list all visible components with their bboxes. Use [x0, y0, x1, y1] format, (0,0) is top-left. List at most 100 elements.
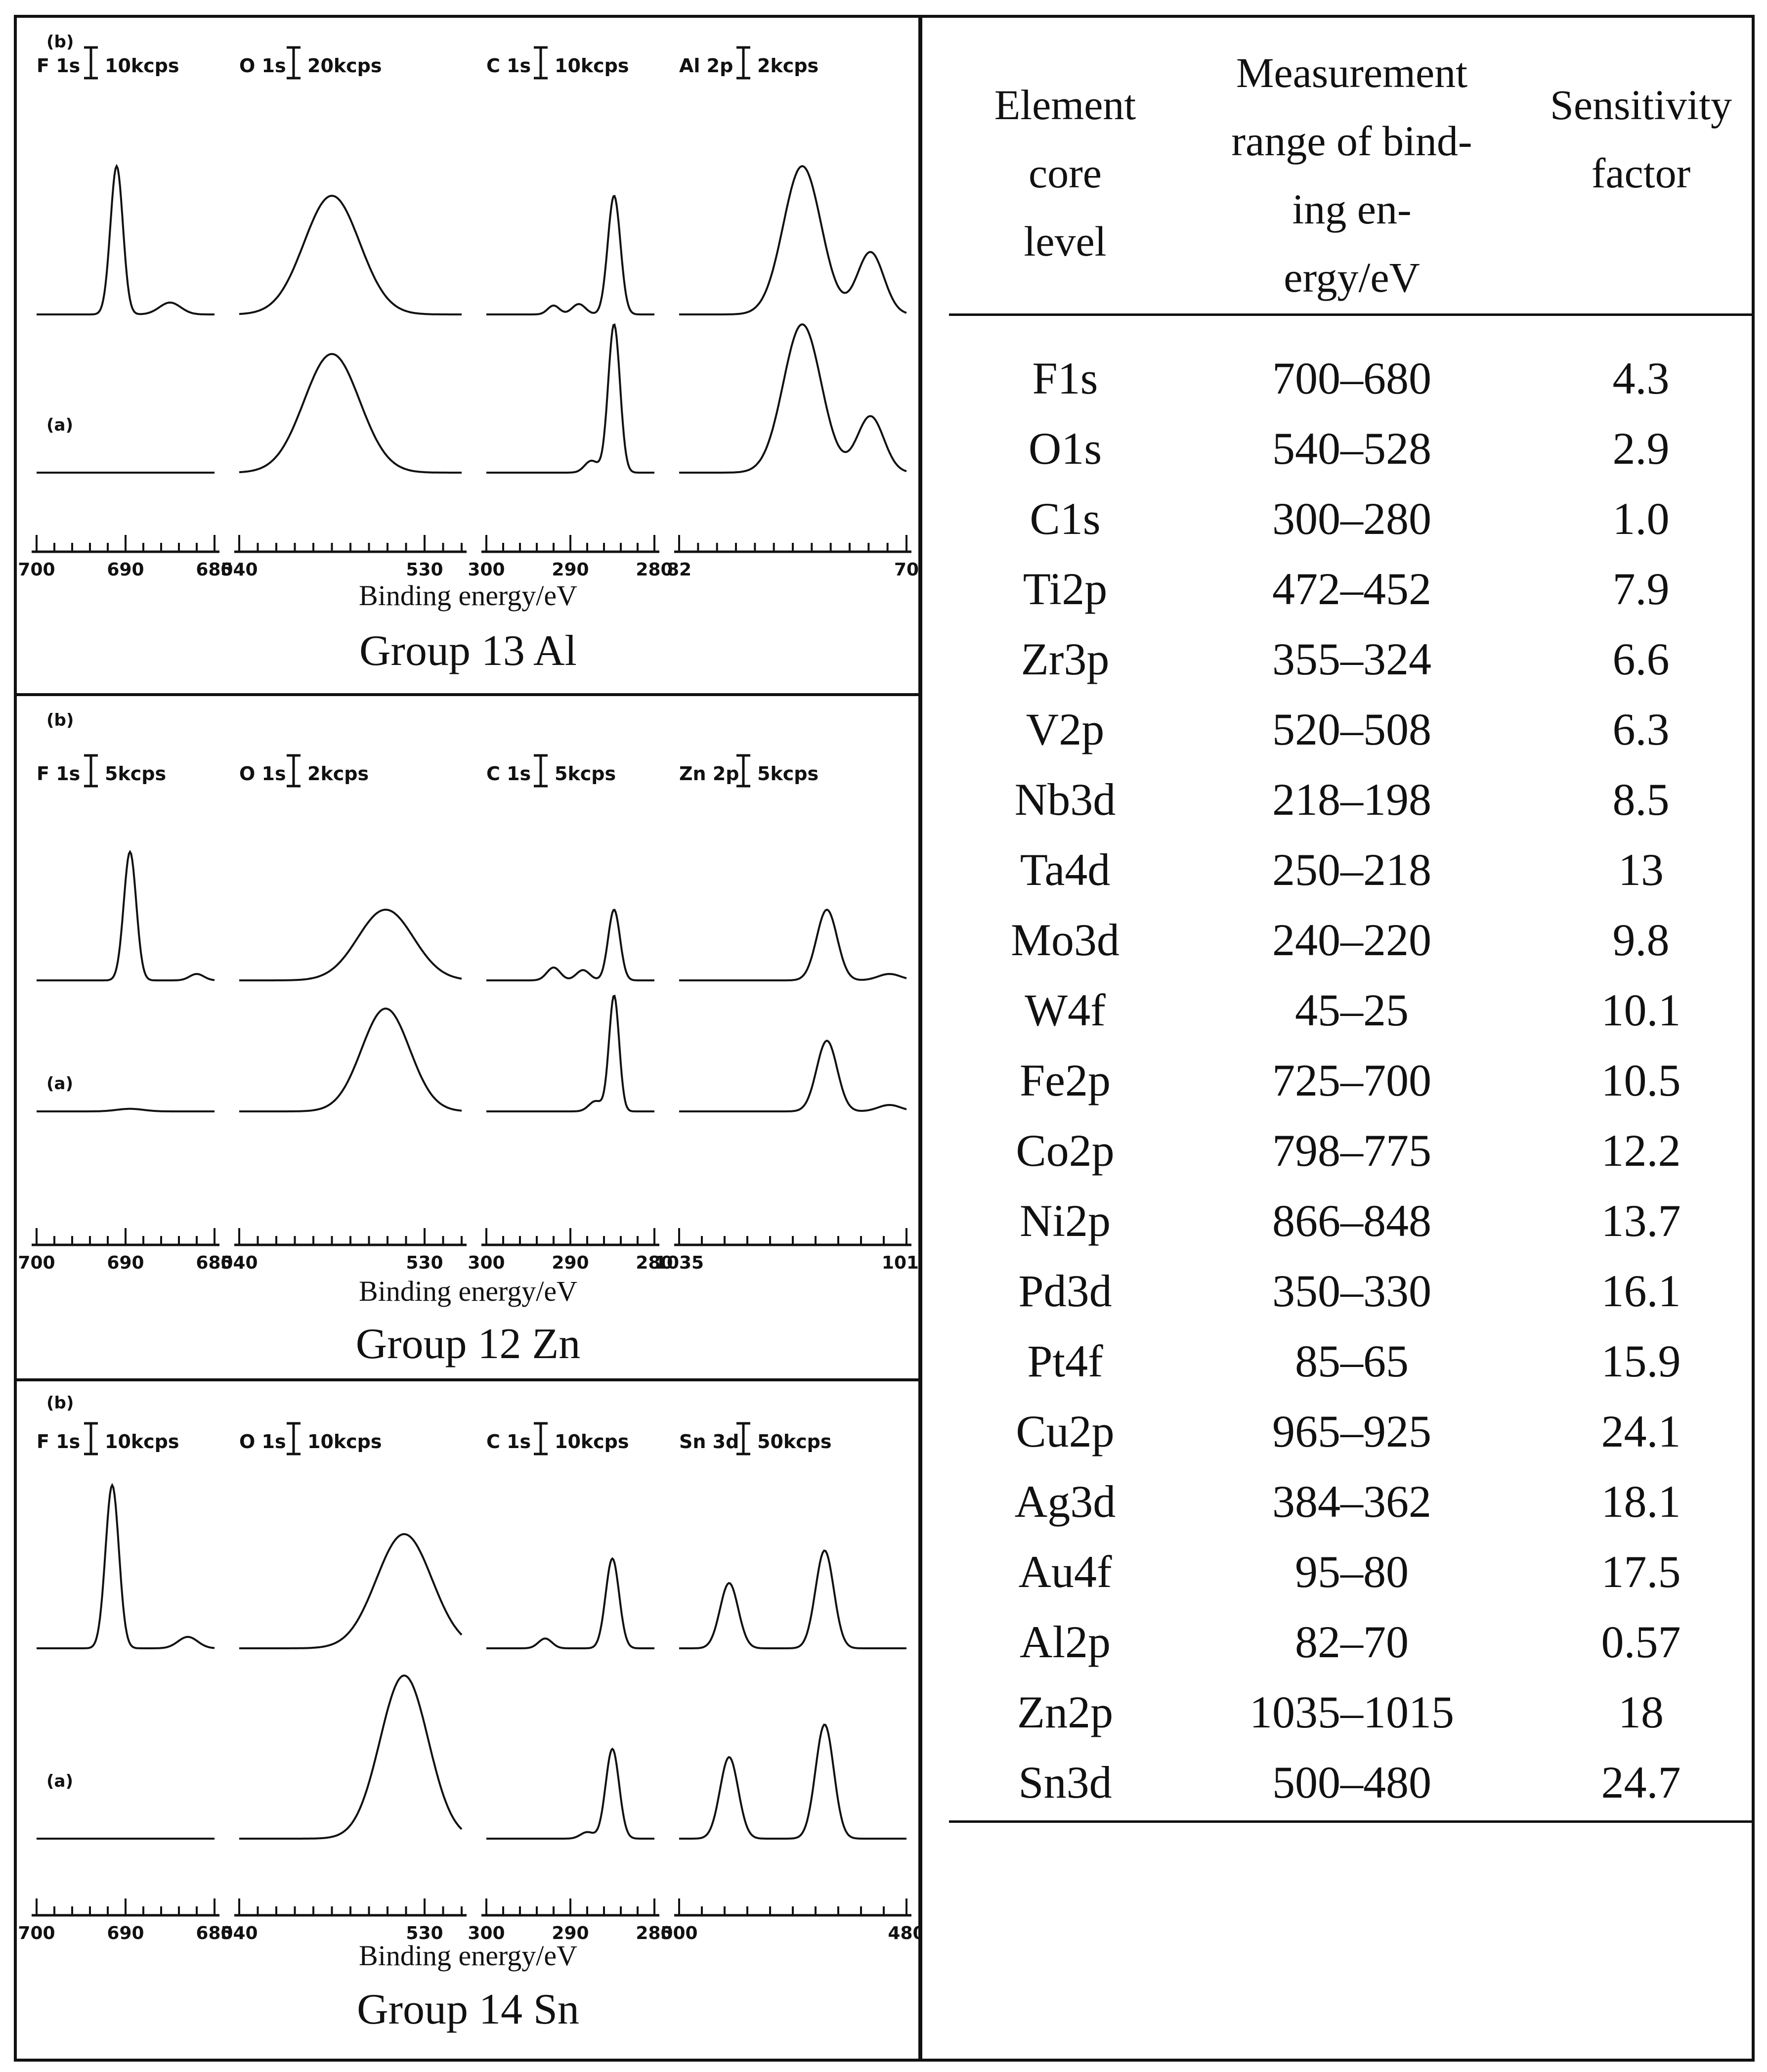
- column-header-line: core: [1029, 149, 1102, 197]
- spectrum-b-al2p: [679, 165, 907, 315]
- scale-label: 10kcps: [105, 55, 179, 77]
- scale-label: 10kcps: [555, 1431, 629, 1453]
- x-tick-label: 1035: [654, 1253, 704, 1273]
- element-label: F 1s: [37, 1431, 80, 1453]
- group-14-sn-chart: (b) (a) F 1s 10kcps 700 690 680 O 1s 10kcps 540 53…: [17, 1381, 919, 2059]
- spectrum-b-f1s: [37, 849, 215, 981]
- x-tick-label: 290: [552, 1923, 589, 1943]
- xps-plot-0: (b) (a) F 1s 10kcps 700 690 680 O 1s 20kcps 540 53…: [18, 32, 919, 580]
- x-tick-label: 530: [406, 1923, 443, 1943]
- spectrum-b-f1s: [37, 1483, 215, 1649]
- x-tick-label: 690: [107, 1923, 144, 1943]
- x-tick-label: 680: [196, 560, 233, 580]
- x-tick-label: 700: [18, 1253, 55, 1273]
- spectrum-a-o1s: [239, 1675, 463, 1840]
- table-frame: [918, 15, 1755, 2062]
- cell-element: Sn3d: [1018, 1757, 1112, 1807]
- spectrum-a-o1s: [239, 353, 462, 474]
- element-label: O 1s: [239, 1431, 286, 1453]
- bottom-rule: [949, 1820, 1755, 1823]
- element-label: Zn 2p: [679, 763, 739, 785]
- spectrum-a-zn2p: [679, 1039, 907, 1112]
- x-tick-label: 540: [220, 560, 258, 580]
- scale-label: 10kcps: [105, 1431, 179, 1453]
- x-tick-label: 530: [406, 560, 443, 580]
- cell-element: W4f: [1025, 985, 1106, 1035]
- cell-sensitivity: 10.5: [1601, 1055, 1681, 1105]
- cell-element: Pt4f: [1027, 1336, 1103, 1386]
- scale-label: 10kcps: [555, 55, 629, 77]
- series-label-b: (b): [46, 32, 74, 52]
- spectrum-b-o1s: [239, 1533, 463, 1649]
- cell-element: F1s: [1032, 353, 1098, 403]
- column-header-line: level: [1024, 218, 1107, 265]
- x-tick-label: 280: [636, 1253, 673, 1273]
- cell-element: Pd3d: [1018, 1266, 1112, 1316]
- spectrum-b-c1s: [486, 195, 654, 315]
- spectrum-a-c1s: [486, 1747, 654, 1840]
- cell-sensitivity: 24.1: [1601, 1406, 1681, 1456]
- column-header-line: Element: [994, 81, 1136, 129]
- series-label-b: (b): [46, 1393, 74, 1413]
- cell-energy-range: 45–25: [1295, 985, 1409, 1035]
- cell-element: Zn2p: [1017, 1687, 1114, 1737]
- spectrum-b-f1s: [37, 164, 215, 315]
- x-tick-label: 540: [220, 1923, 258, 1943]
- x-tick-label: 530: [406, 1253, 443, 1273]
- sensitivity-table: Element core level Measurement range of bind…: [919, 18, 1755, 2055]
- x-tick-label: 690: [107, 560, 144, 580]
- series-label-a: (a): [46, 1074, 73, 1094]
- spectrum-a-c1s: [486, 323, 654, 474]
- spectrum-b-c1s: [486, 909, 654, 981]
- x-tick-label: 70: [894, 560, 919, 580]
- scale-label: 50kcps: [757, 1431, 832, 1453]
- cell-sensitivity: 16.1: [1601, 1266, 1681, 1316]
- x-axis-title: Binding energy/eV: [359, 1940, 577, 1972]
- cell-element: Ti2p: [1023, 564, 1108, 614]
- group-12-zn-chart: (b) (a) F 1s 5kcps 700 690 680 O 1s 2kcps 540 530 C…: [17, 696, 919, 1378]
- cell-element: Ni2p: [1020, 1195, 1111, 1246]
- cell-sensitivity: 9.8: [1612, 915, 1670, 965]
- element-label: F 1s: [37, 763, 80, 785]
- cell-energy-range: 520–508: [1272, 704, 1431, 754]
- cell-sensitivity: 10.1: [1601, 985, 1681, 1035]
- x-tick-label: 290: [552, 560, 589, 580]
- column-header-line: ing en-: [1292, 185, 1412, 233]
- cell-element: Ag3d: [1014, 1476, 1116, 1527]
- spectrum-a-o1s: [239, 1007, 462, 1112]
- cell-energy-range: 355–324: [1272, 634, 1431, 684]
- group-divider-1: [14, 693, 922, 696]
- scale-label: 5kcps: [757, 763, 819, 785]
- cell-energy-range: 218–198: [1272, 774, 1431, 825]
- cell-element: Zr3p: [1021, 634, 1110, 684]
- header-rule: [949, 313, 1755, 316]
- cell-sensitivity: 18.1: [1601, 1476, 1681, 1527]
- cell-sensitivity: 6.3: [1612, 704, 1670, 754]
- spectrum-b-sn3d: [679, 1549, 906, 1649]
- cell-energy-range: 500–480: [1272, 1757, 1431, 1807]
- cell-sensitivity: 7.9: [1612, 564, 1670, 614]
- cell-sensitivity: 18: [1618, 1687, 1664, 1737]
- x-tick-label: 1015: [882, 1253, 919, 1273]
- xps-plot-2: (b) (a) F 1s 10kcps 700 690 680 O 1s 10kcps 540 53…: [18, 1393, 919, 1943]
- cell-element: Co2p: [1016, 1125, 1115, 1176]
- spectrum-b-zn2p: [679, 908, 907, 981]
- cell-energy-range: 240–220: [1272, 915, 1431, 965]
- cell-element: Ta4d: [1020, 844, 1111, 895]
- series-label-b: (b): [46, 710, 74, 730]
- cell-energy-range: 1035–1015: [1250, 1687, 1454, 1737]
- cell-energy-range: 300–280: [1272, 493, 1431, 544]
- column-header-line: range of bind-: [1231, 117, 1472, 165]
- cell-sensitivity: 4.3: [1612, 353, 1670, 403]
- x-tick-label: 690: [107, 1253, 144, 1273]
- cell-sensitivity: 24.7: [1601, 1757, 1681, 1807]
- cell-energy-range: 866–848: [1272, 1195, 1431, 1246]
- cell-sensitivity: 6.6: [1612, 634, 1670, 684]
- group-title: Group 13 Al: [359, 627, 577, 675]
- cell-element: Fe2p: [1020, 1055, 1111, 1105]
- cell-energy-range: 725–700: [1272, 1055, 1431, 1105]
- x-tick-label: 700: [18, 560, 55, 580]
- element-label: Sn 3d: [679, 1431, 739, 1453]
- x-axis-title: Binding energy/eV: [359, 579, 577, 612]
- element-label: O 1s: [239, 763, 286, 785]
